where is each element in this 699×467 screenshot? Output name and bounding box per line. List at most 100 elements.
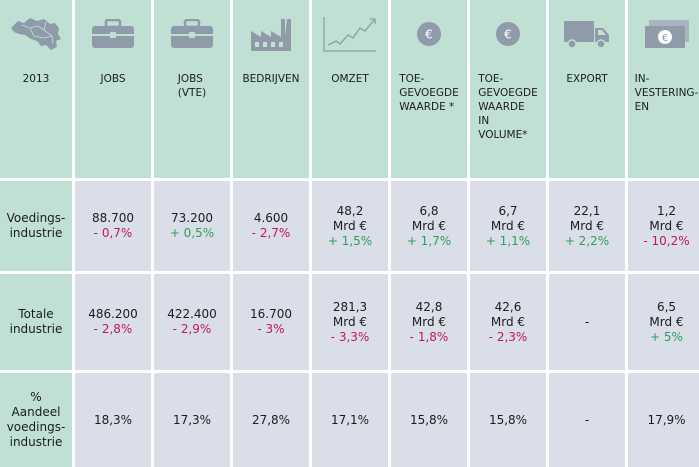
line-chart-icon [322,12,378,56]
data-cell: 16.700- 3% [233,274,309,370]
data-cell: 22,1 Mrd € + 2,2% [549,181,625,271]
cell-value: 281,3 [332,299,368,314]
data-cell: 15,8% [391,373,467,467]
cell-change: - 0,7% [93,226,133,240]
header-label: JOBS [100,73,126,85]
svg-text:€: € [425,28,433,42]
data-cell: 88.700- 0,7% [75,181,151,271]
cell-change: - 3,3% [330,329,370,344]
header-cell: JOBS (VTE) [154,0,230,178]
cell-value: 18,3% [93,412,133,427]
cell-value: 1,2 [656,203,677,218]
cell-change: - 2,8% [93,322,133,336]
data-cell: 42,6 Mrd € - 2,3% [470,274,546,370]
cell-value: 27,8% [251,412,291,427]
cell-change: + 5% [650,329,683,344]
row-label: Totale industrie [0,274,72,370]
cell-unit: Mrd € [490,314,526,329]
data-cell: 4.600- 2,7% [233,181,309,271]
header-cell: OMZET [312,0,388,178]
data-cell: 281,3 Mrd € - 3,3% [312,274,388,370]
header-year-label: 2013 [22,73,50,85]
data-cell: - [549,373,625,467]
data-cell: 6,8 Mrd € + 1,7% [391,181,467,271]
cell-change: - 10,2% [643,233,690,248]
data-cell: 73.200 + 0,5% [154,181,230,271]
cell-change: - 2,3% [488,329,528,344]
cell-value: 15,8% [409,412,449,427]
banknote-icon: € [643,12,691,56]
row-label: Voedings- industrie [0,181,72,271]
cell-value: 42,8 [415,299,443,314]
data-cell: 15,8% [470,373,546,467]
cell-value: 486.200 [88,307,138,321]
cell-value: - [584,314,590,329]
cell-unit: Mrd € [569,218,605,233]
header-cell: EXPORT [549,0,625,178]
data-cell: 17,3% [154,373,230,467]
data-cell: 17,9% [628,373,699,467]
cell-value: 17,9% [647,412,686,427]
header-label: BEDRIJVEN [242,73,300,85]
cell-unit: Mrd € [411,314,447,329]
cell-change: + 2,2% [564,233,610,248]
briefcase-icon [170,12,214,56]
factory-icon [249,12,293,56]
data-cell: 6,5 Mrd € + 5% [628,274,699,370]
cell-change: - 2,9% [172,322,212,336]
cell-value: 6,7 [498,203,518,218]
cell-value: 48,2 [336,203,364,218]
cell-unit: Mrd € [332,218,368,233]
header-cell: BEDRIJVEN [233,0,309,178]
header-cell: JOBS [75,0,151,178]
header-label: IN- VESTERING- EN [634,73,699,113]
header-label: JOBS (VTE) [177,73,207,99]
cell-value: 422.400 [167,307,217,321]
cell-value: 6,5 [656,299,677,314]
header-label: OMZET [331,73,369,85]
cell-value: 17,3% [172,412,212,427]
euro-coin-icon: € [495,12,521,56]
euro-coin-icon: € [416,12,442,56]
cell-value: 73.200 [171,211,213,225]
cell-unit: Mrd € [490,218,526,233]
cell-change: - 3% [257,322,285,336]
header-cell: € IN- VESTERING- EN [628,0,699,178]
cell-value: 17,1% [330,412,370,427]
cell-value: 42,6 [494,299,522,314]
cell-change: - 1,8% [409,329,449,344]
belgium-map-icon [8,12,64,56]
header-cell: € TOE- GEVOEGDE WAARDE * [391,0,467,178]
cell-value: 15,8% [488,412,528,427]
cell-change: + 0,5% [169,226,215,240]
row-label: % Aandeel voedings- industrie [0,373,72,467]
cell-value: 88.700 [92,211,134,225]
data-cell: 27,8% [233,373,309,467]
cell-value: - [584,412,590,427]
cell-unit: Mrd € [332,314,368,329]
cell-value: 16.700 [250,307,292,321]
header-year-cell: 2013 [0,0,72,178]
data-cell: 1,2 Mrd € - 10,2% [628,181,699,271]
header-cell: € TOE- GEVOEGDE WAARDE IN VOLUME* [470,0,546,178]
header-label: TOE- GEVOEGDE WAARDE * [399,73,459,113]
cell-change: + 1,7% [406,233,452,248]
cell-value: 6,8 [419,203,439,218]
svg-text:€: € [504,28,512,42]
data-cell: 48,2 Mrd € + 1,5% [312,181,388,271]
cell-unit: Mrd € [411,218,447,233]
briefcase-icon [91,12,135,56]
svg-text:€: € [661,33,667,44]
cell-unit: Mrd € [649,314,684,329]
cell-value: 22,1 [573,203,601,218]
header-label: TOE- GEVOEGDE WAARDE IN VOLUME* [478,73,538,141]
cell-unit: Mrd € [649,218,684,233]
cell-value: 4.600 [253,211,289,225]
data-cell: 18,3% [75,373,151,467]
data-cell: 6,7 Mrd € + 1,1% [470,181,546,271]
data-cell: - [549,274,625,370]
data-cell: 17,1% [312,373,388,467]
truck-icon [563,12,611,56]
cell-change: - 2,7% [251,226,291,240]
